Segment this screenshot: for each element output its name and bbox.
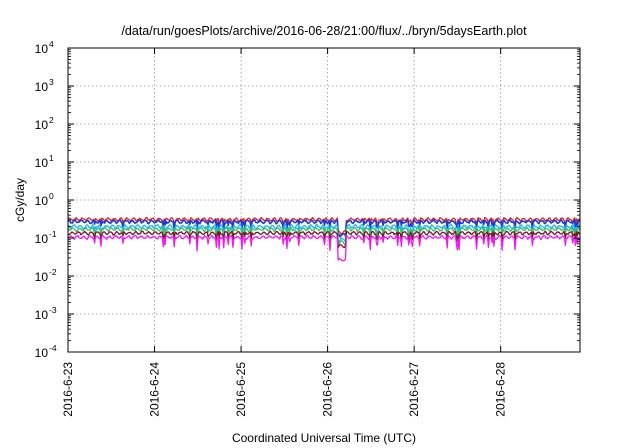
y-tick-label: 10 2 (35, 115, 54, 132)
x-tick-label: 2016-6-23 (61, 362, 75, 417)
x-tick-label: 2016-6-28 (494, 362, 508, 417)
y-tick-label: 10 1 (35, 153, 54, 170)
y-tick-label-base: 10 (35, 118, 49, 132)
series-line (67, 226, 581, 246)
y-axis-label: cGy/day (13, 178, 27, 222)
y-tick-label: 10 -3 (35, 305, 57, 322)
tick-marks (67, 47, 580, 353)
x-tick-label: 2016-6-26 (321, 362, 335, 417)
y-tick-label-exponent: 1 (49, 153, 54, 163)
y-tick-label-exponent: -3 (49, 305, 57, 315)
y-tick-label-exponent: 3 (49, 77, 54, 87)
y-tick-label: 10 -2 (35, 267, 57, 284)
series-group (67, 216, 581, 262)
y-tick-label-exponent: 0 (49, 191, 54, 201)
y-tick-label-base: 10 (35, 194, 49, 208)
y-tick-label-base: 10 (35, 270, 49, 284)
x-tick-label: 2016-6-27 (407, 362, 421, 417)
grid-lines (67, 48, 580, 352)
x-tick-label: 2016-6-25 (234, 362, 248, 417)
y-tick-label-base: 10 (35, 232, 49, 246)
chart-title: /data/run/goesPlots/archive/2016-06-28/2… (121, 24, 527, 38)
series-line (67, 234, 581, 262)
y-tick-label-exponent: 2 (49, 115, 54, 125)
series-line (67, 230, 581, 249)
y-tick-label-base: 10 (35, 80, 49, 94)
y-tick-label: 10 -4 (35, 343, 57, 360)
y-tick-label-base: 10 (35, 42, 49, 56)
y-tick-label: 10 4 (35, 39, 54, 56)
y-tick-label-base: 10 (35, 308, 49, 322)
y-tick-label-exponent: -2 (49, 267, 57, 277)
y-tick-label: 10 3 (35, 77, 54, 94)
series-line (67, 218, 581, 238)
x-tick-labels: 2016-6-23 2016-6-24 2016-6-25 2016-6-26 2016… (61, 362, 508, 417)
y-tick-label-base: 10 (35, 156, 49, 170)
x-tick-label: 2016-6-24 (148, 362, 162, 417)
y-tick-label-exponent: 4 (49, 39, 54, 49)
y-tick-label-exponent: -4 (49, 343, 57, 353)
y-tick-label: 10 -1 (35, 229, 57, 246)
y-tick-label-exponent: -1 (49, 229, 57, 239)
y-tick-label: 10 0 (35, 191, 54, 208)
x-axis-label: Coordinated Universal Time (UTC) (232, 431, 416, 445)
series-line (68, 223, 581, 243)
y-tick-label-base: 10 (35, 346, 49, 360)
